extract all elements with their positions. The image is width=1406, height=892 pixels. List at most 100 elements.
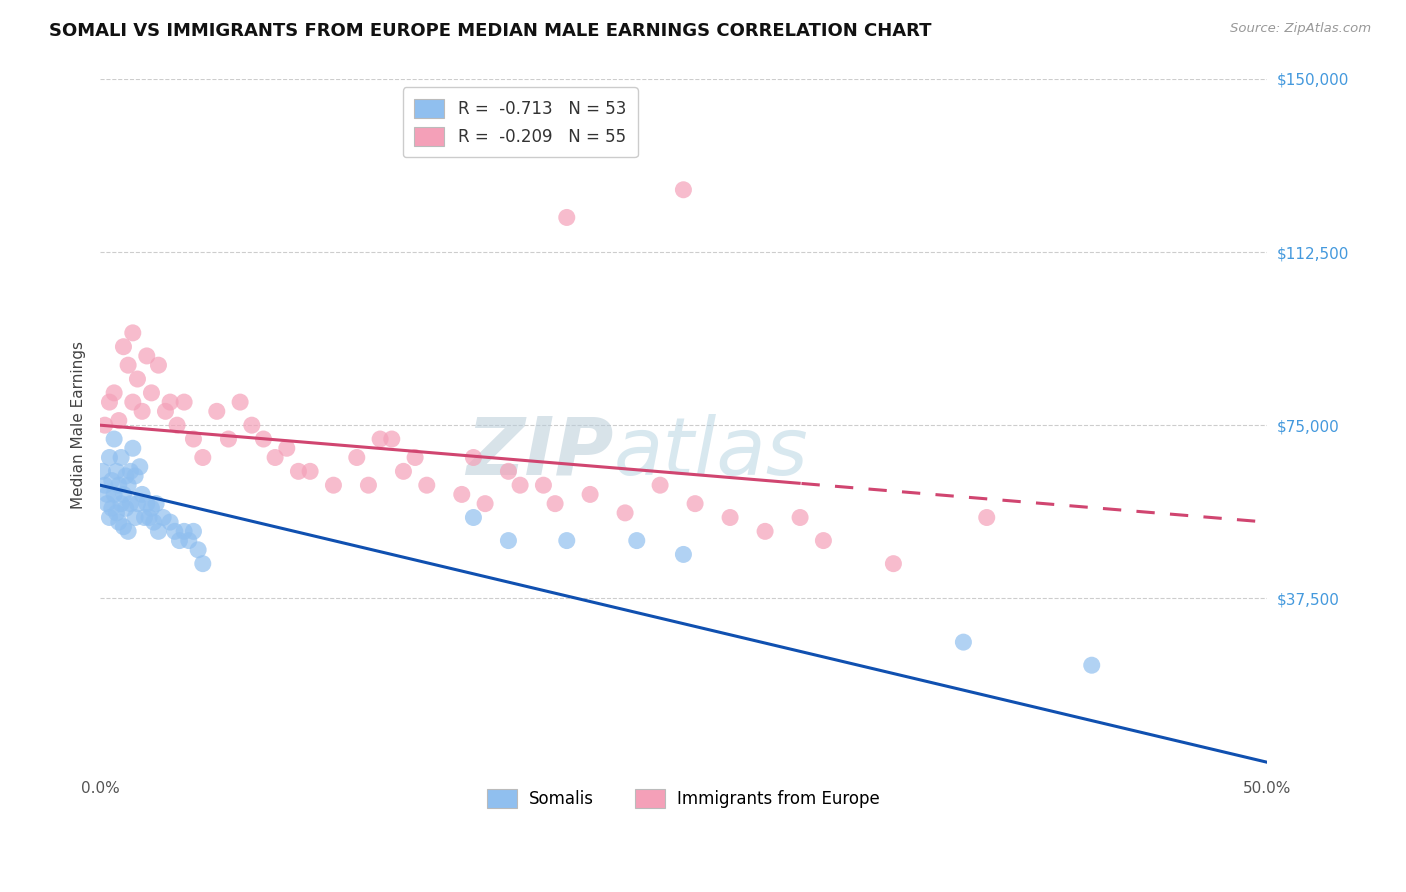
Point — [98, 395, 121, 409]
Point — [544, 497, 567, 511]
Point — [287, 464, 309, 478]
Point — [107, 478, 129, 492]
Point — [117, 358, 139, 372]
Point — [135, 349, 157, 363]
Point — [463, 450, 485, 465]
Point — [105, 506, 128, 520]
Point — [91, 464, 114, 478]
Point — [121, 442, 143, 456]
Point — [96, 497, 118, 511]
Point — [322, 478, 344, 492]
Point — [114, 501, 136, 516]
Point — [131, 487, 153, 501]
Point — [120, 497, 142, 511]
Point — [533, 478, 555, 492]
Point — [110, 450, 132, 465]
Point — [134, 510, 156, 524]
Text: Source: ZipAtlas.com: Source: ZipAtlas.com — [1230, 22, 1371, 36]
Point — [128, 459, 150, 474]
Point — [498, 464, 520, 478]
Point — [148, 524, 170, 539]
Point — [381, 432, 404, 446]
Point — [252, 432, 274, 446]
Point — [368, 432, 391, 446]
Point — [474, 497, 496, 511]
Point — [626, 533, 648, 548]
Point — [648, 478, 671, 492]
Point — [103, 487, 125, 501]
Point — [166, 418, 188, 433]
Point — [148, 358, 170, 372]
Point — [112, 520, 135, 534]
Point — [614, 506, 637, 520]
Text: ZIP: ZIP — [465, 414, 613, 491]
Point — [121, 326, 143, 340]
Point — [299, 464, 322, 478]
Point — [683, 497, 706, 511]
Point — [718, 510, 741, 524]
Legend: Somalis, Immigrants from Europe: Somalis, Immigrants from Europe — [481, 782, 886, 815]
Point — [264, 450, 287, 465]
Point — [103, 385, 125, 400]
Point — [105, 464, 128, 478]
Point — [94, 418, 117, 433]
Point — [127, 497, 149, 511]
Point — [124, 510, 146, 524]
Point — [357, 478, 380, 492]
Point — [155, 404, 177, 418]
Point — [120, 464, 142, 478]
Point — [103, 432, 125, 446]
Point — [173, 395, 195, 409]
Point — [145, 497, 167, 511]
Point — [882, 557, 904, 571]
Point — [163, 524, 186, 539]
Point — [121, 395, 143, 409]
Y-axis label: Median Male Earnings: Median Male Earnings — [72, 341, 86, 509]
Point — [509, 478, 531, 492]
Point — [127, 372, 149, 386]
Point — [217, 432, 239, 446]
Point — [191, 557, 214, 571]
Point — [131, 404, 153, 418]
Point — [107, 413, 129, 427]
Point — [183, 432, 205, 446]
Point — [117, 524, 139, 539]
Point — [117, 478, 139, 492]
Point — [96, 487, 118, 501]
Point — [169, 533, 191, 548]
Point — [159, 395, 181, 409]
Point — [124, 469, 146, 483]
Point — [463, 510, 485, 524]
Point — [205, 404, 228, 418]
Point — [346, 450, 368, 465]
Point — [187, 542, 209, 557]
Point — [142, 515, 165, 529]
Text: atlas: atlas — [613, 414, 808, 491]
Point — [177, 533, 200, 548]
Point — [191, 450, 214, 465]
Point — [229, 395, 252, 409]
Point — [112, 487, 135, 501]
Point — [976, 510, 998, 524]
Point — [555, 211, 578, 225]
Point — [152, 510, 174, 524]
Point — [789, 510, 811, 524]
Point — [135, 497, 157, 511]
Point — [141, 385, 163, 400]
Point — [159, 515, 181, 529]
Point — [1080, 658, 1102, 673]
Point — [416, 478, 439, 492]
Point — [141, 501, 163, 516]
Point — [98, 510, 121, 524]
Point — [110, 497, 132, 511]
Point — [672, 548, 695, 562]
Point — [404, 450, 426, 465]
Point — [94, 478, 117, 492]
Point — [101, 501, 124, 516]
Point — [138, 510, 160, 524]
Text: SOMALI VS IMMIGRANTS FROM EUROPE MEDIAN MALE EARNINGS CORRELATION CHART: SOMALI VS IMMIGRANTS FROM EUROPE MEDIAN … — [49, 22, 932, 40]
Point — [450, 487, 472, 501]
Point — [579, 487, 602, 501]
Point — [98, 450, 121, 465]
Point — [114, 469, 136, 483]
